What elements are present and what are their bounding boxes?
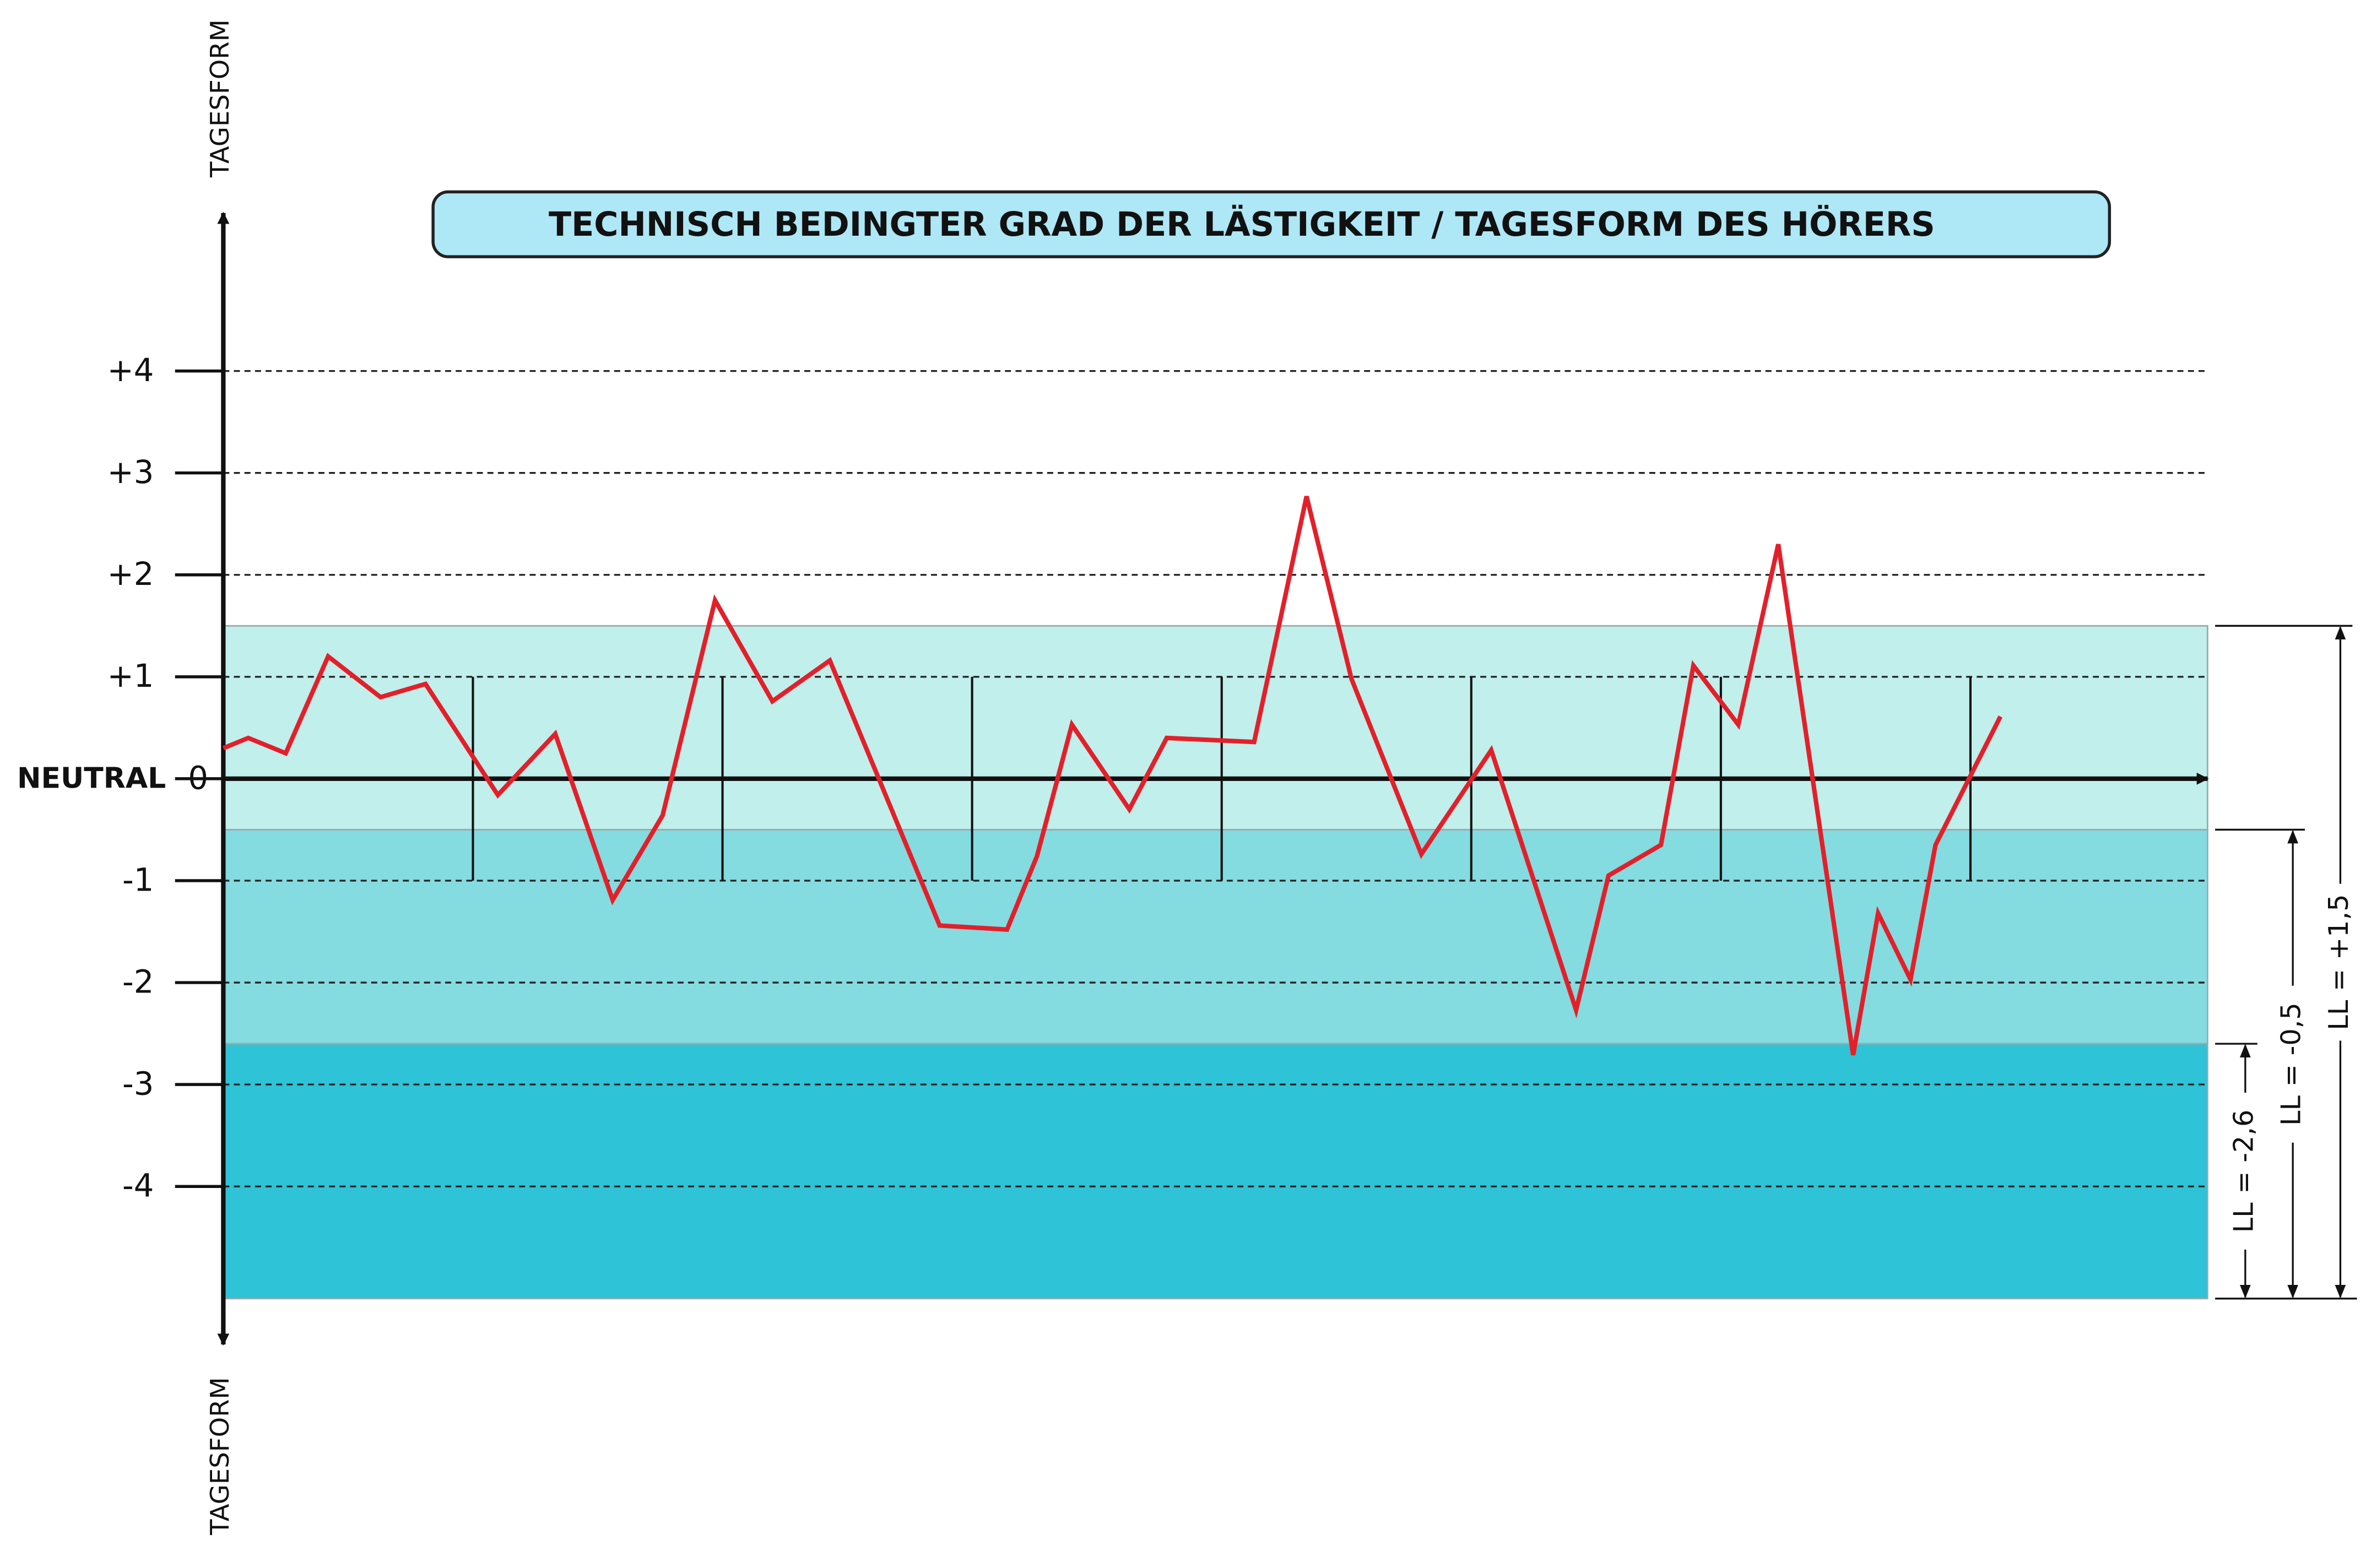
band <box>223 625 2208 831</box>
y-tick-label: +2 <box>107 556 154 593</box>
plot <box>222 496 2002 1056</box>
band <box>223 829 2208 1045</box>
y-tick-label: -1 <box>122 861 154 898</box>
zero-label: NEUTRAL <box>17 762 166 795</box>
chart-title: TECHNISCH BEDINGTER GRAD DER LÄSTIGKEIT … <box>549 204 1935 244</box>
y-tick-label: +4 <box>107 352 154 389</box>
y-tick-label: -2 <box>122 963 154 1000</box>
bands: LL = +1,5 LL = -0,5 LL = -2,6 <box>223 625 2357 1300</box>
y-axis-label-bottom: TAGESFORM <box>205 1377 235 1536</box>
title-box <box>431 190 2111 258</box>
y-tick-label: +1 <box>107 658 154 695</box>
band-label: LL = -0,5 <box>2275 1002 2307 1126</box>
y-tick-label: -3 <box>122 1065 154 1102</box>
y-axis-label-top: TAGESFORM <box>205 19 235 178</box>
data-line <box>222 496 2002 1056</box>
axes: +4+3+2+10-1-2-3-4 <box>107 211 2209 1346</box>
y-tick-label: +3 <box>107 454 154 491</box>
band-label: LL = +1,5 <box>2322 894 2354 1030</box>
band-label: LL = -2,6 <box>2227 1110 2259 1233</box>
grid <box>223 370 2208 1187</box>
y-tick-label: -4 <box>122 1168 154 1205</box>
band <box>223 1043 2208 1300</box>
